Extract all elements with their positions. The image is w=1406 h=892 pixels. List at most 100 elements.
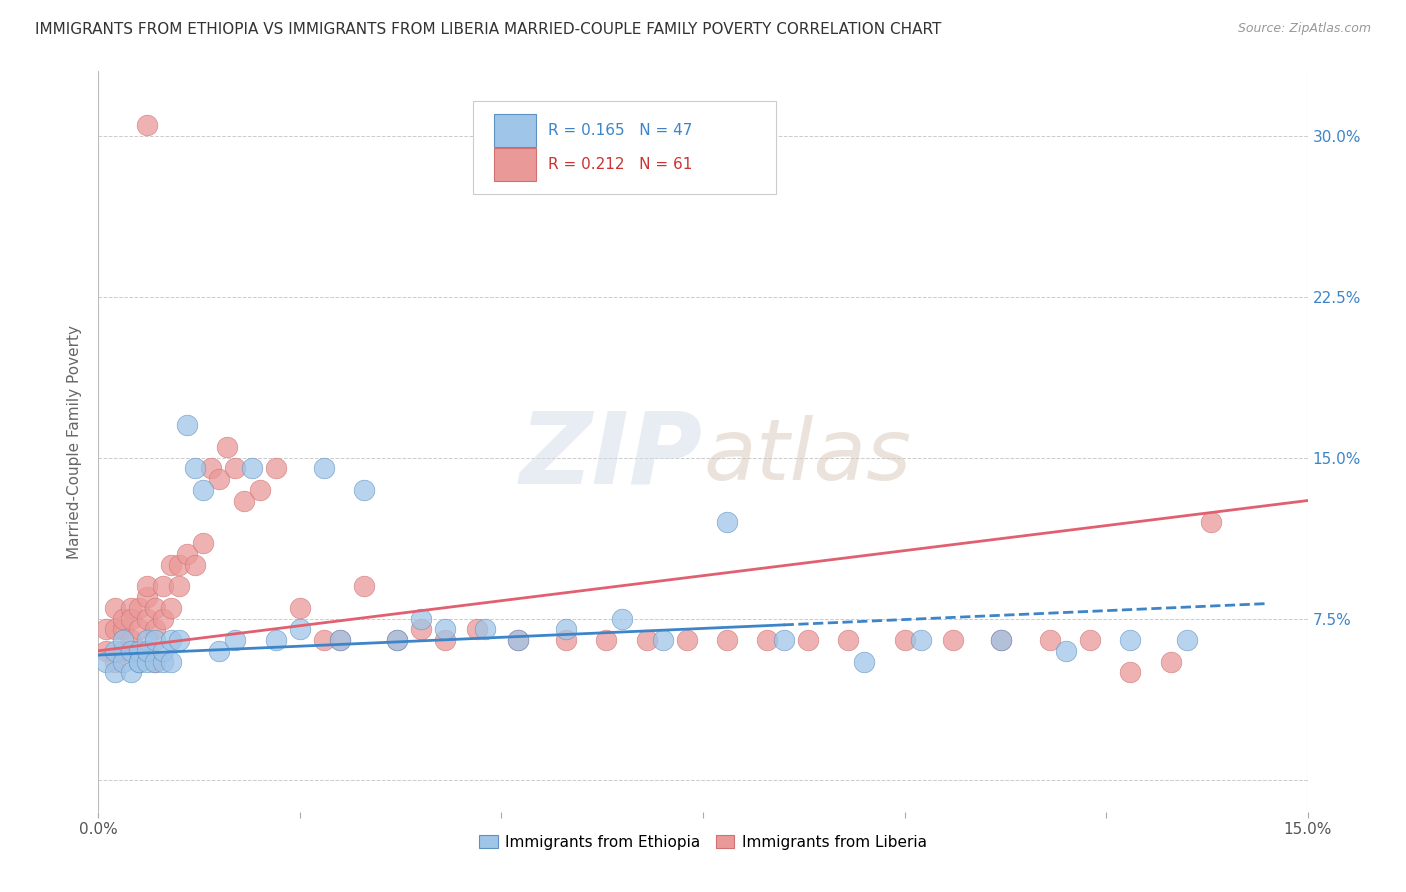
- Point: [772, 633, 794, 648]
- Point: [128, 655, 150, 669]
- Point: [143, 655, 166, 669]
- Point: [208, 472, 231, 486]
- Point: [249, 483, 271, 497]
- Point: [120, 633, 142, 648]
- Point: [474, 623, 496, 637]
- Point: [506, 633, 529, 648]
- Point: [135, 633, 157, 648]
- Point: [208, 644, 231, 658]
- Point: [111, 655, 134, 669]
- FancyBboxPatch shape: [494, 113, 536, 147]
- Point: [96, 623, 118, 637]
- Point: [797, 633, 820, 648]
- Point: [1054, 644, 1077, 658]
- Point: [167, 633, 190, 648]
- Point: [756, 633, 779, 648]
- Point: [143, 623, 166, 637]
- Point: [111, 623, 134, 637]
- Point: [353, 483, 375, 497]
- Point: [128, 600, 150, 615]
- Point: [103, 600, 125, 615]
- Point: [128, 655, 150, 669]
- Text: IMMIGRANTS FROM ETHIOPIA VS IMMIGRANTS FROM LIBERIA MARRIED-COUPLE FAMILY POVERT: IMMIGRANTS FROM ETHIOPIA VS IMMIGRANTS F…: [35, 22, 942, 37]
- Point: [176, 418, 198, 433]
- Point: [636, 633, 658, 648]
- Text: Source: ZipAtlas.com: Source: ZipAtlas.com: [1237, 22, 1371, 36]
- Point: [160, 558, 183, 572]
- Point: [160, 655, 183, 669]
- Point: [853, 655, 876, 669]
- Point: [1119, 665, 1142, 680]
- Point: [676, 633, 699, 648]
- Point: [595, 633, 617, 648]
- Point: [1078, 633, 1101, 648]
- Point: [135, 118, 157, 132]
- Point: [1160, 655, 1182, 669]
- Point: [409, 623, 432, 637]
- Point: [353, 579, 375, 593]
- Point: [135, 655, 157, 669]
- Point: [135, 590, 157, 604]
- Point: [135, 644, 157, 658]
- Point: [120, 600, 142, 615]
- Point: [555, 633, 578, 648]
- Point: [128, 644, 150, 658]
- Point: [1175, 633, 1198, 648]
- Point: [103, 644, 125, 658]
- Point: [651, 633, 673, 648]
- Point: [120, 611, 142, 625]
- Point: [103, 655, 125, 669]
- Point: [288, 623, 311, 637]
- Point: [96, 655, 118, 669]
- Legend: Immigrants from Ethiopia, Immigrants from Liberia: Immigrants from Ethiopia, Immigrants fro…: [474, 829, 932, 856]
- Point: [409, 611, 432, 625]
- Point: [128, 623, 150, 637]
- Point: [434, 623, 457, 637]
- Point: [128, 644, 150, 658]
- Point: [135, 611, 157, 625]
- Point: [329, 633, 352, 648]
- Point: [264, 633, 287, 648]
- Y-axis label: Married-Couple Family Poverty: Married-Couple Family Poverty: [67, 325, 83, 558]
- Point: [111, 611, 134, 625]
- Point: [385, 633, 408, 648]
- Point: [167, 579, 190, 593]
- Point: [224, 633, 246, 648]
- FancyBboxPatch shape: [494, 147, 536, 181]
- Point: [1119, 633, 1142, 648]
- Point: [184, 461, 207, 475]
- Text: R = 0.165   N = 47: R = 0.165 N = 47: [548, 123, 693, 137]
- Point: [990, 633, 1012, 648]
- Point: [152, 655, 174, 669]
- Point: [96, 644, 118, 658]
- Point: [434, 633, 457, 648]
- Point: [103, 623, 125, 637]
- Point: [716, 515, 738, 529]
- Point: [111, 633, 134, 648]
- Point: [184, 558, 207, 572]
- Point: [555, 623, 578, 637]
- Point: [612, 611, 634, 625]
- Point: [385, 633, 408, 648]
- Point: [111, 644, 134, 658]
- Point: [176, 547, 198, 561]
- Point: [152, 644, 174, 658]
- Point: [167, 558, 190, 572]
- Point: [837, 633, 859, 648]
- Point: [135, 579, 157, 593]
- Point: [224, 461, 246, 475]
- Point: [314, 461, 336, 475]
- Point: [120, 644, 142, 658]
- Point: [465, 623, 488, 637]
- Point: [143, 600, 166, 615]
- Point: [193, 536, 215, 550]
- Point: [160, 600, 183, 615]
- Point: [200, 461, 222, 475]
- Point: [193, 483, 215, 497]
- Point: [1039, 633, 1062, 648]
- Point: [152, 611, 174, 625]
- Point: [240, 461, 263, 475]
- Point: [942, 633, 965, 648]
- Text: R = 0.212   N = 61: R = 0.212 N = 61: [548, 157, 693, 172]
- Point: [716, 633, 738, 648]
